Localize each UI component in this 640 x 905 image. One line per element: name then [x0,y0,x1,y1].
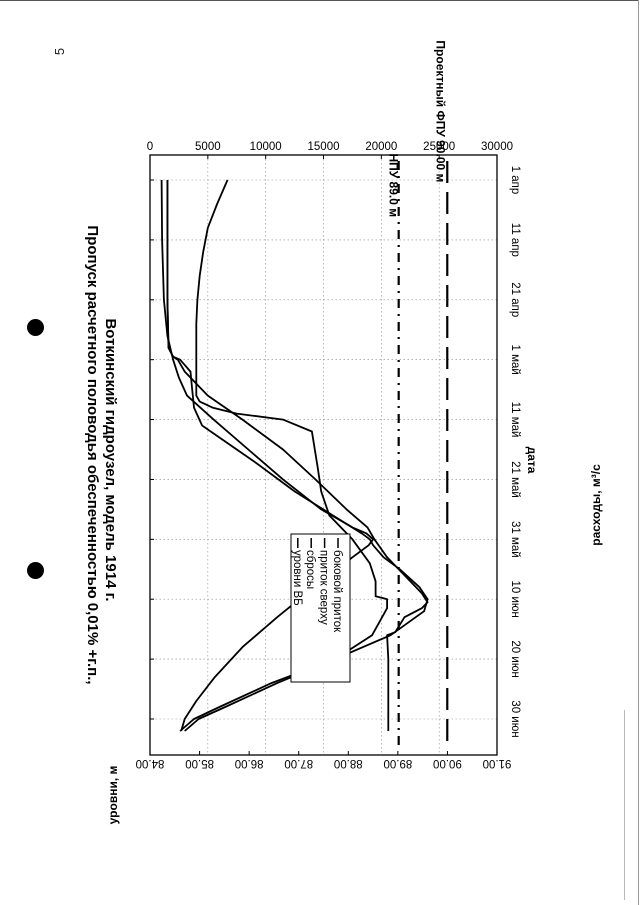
y2-tick-label: 87.00 [284,757,313,769]
y-axis-ticks: 0 5000 10000 15000 20000 25000 30000 [147,141,513,159]
x-tick-label: 21 апр [509,282,521,317]
y-tick-label: 25000 [423,141,455,153]
legend-label: уровни ВБ [291,550,303,606]
series-lines [160,179,429,732]
reference-label: Проектный ФПУ 90.00 м [433,40,447,182]
y-tick-label: 20000 [365,141,397,153]
x-axis-ticks: 1 апр 11 апр 21 апр 1 май 11 май 21 май 31 май… [150,166,521,738]
series-line [184,179,389,732]
punch-hole-bottom [27,562,44,579]
punch-hole-top [27,319,44,336]
legend-label: боковой приток [331,550,343,633]
chart-title: Пропуск расчетного половодья обеспеченно… [84,225,101,684]
x-tick-label: 11 апр [509,223,521,257]
reference-lines: Проектный ФПУ 90.00 м НПУ 89.0 м [387,40,449,749]
x-tick-label: 31 май [509,521,521,558]
y-tick-label: 30000 [481,141,513,153]
series-line [166,180,429,731]
x-axis-title: дата [525,447,539,474]
reference-label: НПУ 89.0 м [387,153,401,217]
y2-tick-label: 89.00 [383,757,412,769]
y2-tick-label: 85.00 [185,757,214,769]
chart-subtitle: Воткинский гидроузел, модель 1914 г. [102,318,119,601]
scan-top-edge [0,0,638,1]
legend-label: приток сверху [318,550,330,625]
x-tick-label: 30 июн [509,700,521,737]
x-tick-label: 20 июн [509,640,521,677]
scan-right-edge [638,0,639,905]
y-tick-label: 15000 [308,141,340,153]
y2-tick-label: 84.00 [136,757,165,769]
y2-axis-title: уровни, м [106,766,120,825]
y2-axis-ticks: 84.00 85.00 86.00 87.00 88.00 89.00 90.00 91.00 [136,751,512,769]
x-tick-label: 1 май [509,345,521,375]
y-tick-label: 5000 [195,141,221,153]
y2-tick-label: 88.00 [334,757,363,769]
scan-margin-mark [624,710,625,900]
y-tick-label: 0 [147,141,153,153]
x-tick-label: 1 апр [509,166,521,195]
y2-tick-label: 90.00 [433,757,462,769]
x-tick-label: 11 май [509,402,521,438]
x-tick-label: 10 июн [509,581,521,618]
y2-tick-label: 91.00 [483,757,512,769]
x-tick-label: 21 май [509,461,521,498]
y2-tick-label: 86.00 [235,757,264,769]
y-axis-title: расходы, м³/с [589,464,603,546]
y-tick-label: 10000 [250,141,282,153]
legend-label: сбросы [304,550,316,589]
